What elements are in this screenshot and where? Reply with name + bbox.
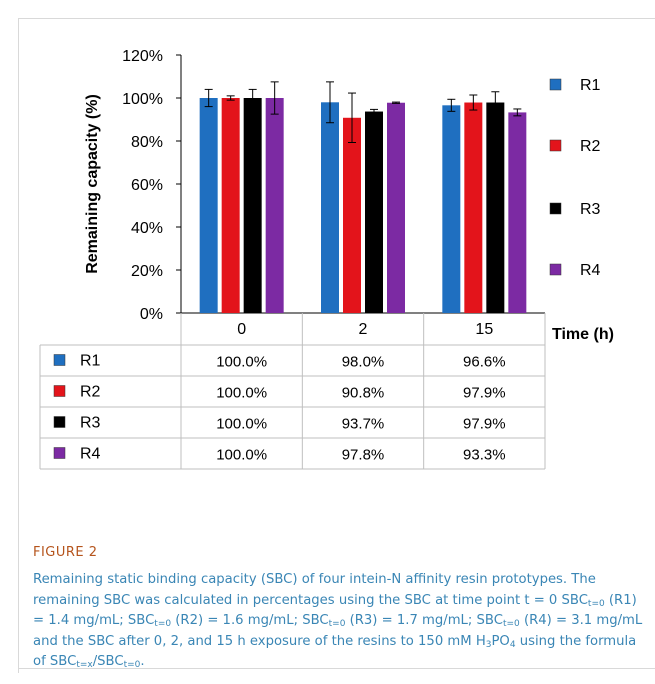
y-tick-label: 20% — [131, 263, 163, 280]
divider — [18, 668, 655, 669]
caption-text: Remaining static binding capacity (SBC) … — [33, 570, 643, 673]
x-tick-label: 15 — [475, 321, 493, 338]
table-row-label: R3 — [80, 415, 101, 432]
x-axis-label: Time (h) — [552, 326, 614, 343]
table-cell: 98.0% — [342, 354, 385, 371]
caption-segment: (R4) = 3.1 mg/mL and the SBC after 0, 2,… — [33, 613, 643, 649]
table-cell: 93.3% — [463, 447, 506, 464]
table-row-label: R4 — [80, 446, 101, 463]
bar-r1-2 — [321, 102, 339, 313]
table-cell: 97.9% — [463, 385, 506, 402]
table-cell: 97.9% — [463, 416, 506, 433]
bar-r1-0 — [199, 98, 218, 313]
y-tick-label: 60% — [131, 177, 163, 194]
chart-axes: 0% 20% 40% 60% 80% 100% 120% Remaining capacity… — [84, 48, 545, 323]
table-cell: 90.8% — [342, 385, 385, 402]
bar-r4-15 — [508, 112, 527, 313]
caption-segment: . — [140, 654, 145, 669]
bar-r4-2 — [387, 102, 405, 313]
caption-subscript: 4 — [509, 639, 516, 650]
caption-subscript: t=0 — [587, 598, 605, 609]
table-swatch-r1 — [53, 354, 66, 366]
legend-swatch-r1 — [549, 78, 562, 91]
legend-label-r4: R4 — [580, 262, 601, 279]
legend-swatch-r3 — [549, 202, 562, 215]
table-swatch-r2 — [53, 385, 66, 397]
data-table: 0 2 15 Time (h) R1 100.0% 98.0% 96.6% R2 100.0% 90… — [39, 313, 614, 470]
bar-r2-0 — [221, 98, 240, 313]
y-tick-label: 40% — [131, 220, 163, 237]
y-tick-label: 120% — [122, 48, 163, 65]
table-cell: 100.0% — [216, 416, 267, 433]
caption-subscript: t=0 — [123, 660, 141, 670]
bar-chart: 0% 20% 40% 60% 80% 100% 120% Remaining capacity… — [39, 48, 614, 470]
caption-segment: PO — [491, 633, 510, 649]
caption-subscript: t=x — [76, 660, 93, 670]
legend-swatch-r4 — [549, 263, 562, 276]
legend-label-r3: R3 — [580, 201, 601, 218]
bar-r4-0 — [265, 98, 284, 313]
table-cell: 100.0% — [216, 385, 267, 402]
x-tick-label: 2 — [359, 321, 368, 338]
y-tick-label: 80% — [131, 134, 163, 151]
figure-caption: FIGURE 2 Remaining static binding capaci… — [33, 545, 643, 673]
caption-subscript: t=0 — [154, 619, 172, 629]
table-cell: 100.0% — [216, 354, 267, 371]
legend-swatch-r2 — [549, 139, 562, 152]
y-tick-label: 100% — [122, 91, 163, 108]
table-row-label: R1 — [80, 353, 101, 370]
caption-segment: /SBC — [92, 654, 124, 669]
bar-r2-2 — [343, 117, 361, 313]
table-row-label: R2 — [80, 384, 101, 401]
legend-label-r2: R2 — [580, 138, 601, 155]
caption-segment: (R1) = 1.4 mg/mL; SBC — [33, 592, 637, 629]
table-swatch-r4 — [53, 447, 66, 459]
bar-r3-0 — [243, 98, 262, 313]
caption-segment: Remaining static binding capacity (SBC) … — [33, 572, 596, 608]
bar-r3-15 — [486, 102, 505, 313]
chart-legend: R1 R2 R3 R4 — [549, 77, 601, 279]
caption-subscript: 3 — [485, 639, 492, 650]
y-tick-label: 0% — [140, 306, 163, 323]
table-cell: 93.7% — [342, 416, 385, 433]
table-swatch-r3 — [53, 416, 66, 428]
x-tick-label: 0 — [237, 321, 246, 338]
caption-segment: (R2) = 1.6 mg/mL; SBC — [171, 613, 329, 628]
legend-label-r1: R1 — [580, 77, 601, 94]
bar-r1-15 — [442, 105, 461, 313]
caption-subscript: t=0 — [502, 619, 520, 629]
table-cell: 97.8% — [342, 447, 385, 464]
table-cell: 100.0% — [216, 447, 267, 464]
bar-r3-2 — [365, 111, 383, 313]
figure-frame — [18, 18, 655, 673]
table-cell: 96.6% — [463, 354, 506, 371]
y-axis-label: Remaining capacity (%) — [84, 94, 101, 274]
figure-label: FIGURE 2 — [33, 545, 98, 560]
bar-r2-15 — [464, 102, 483, 313]
caption-segment: (R3) = 1.7 mg/mL; SBC — [345, 613, 503, 628]
chart-bars — [199, 81, 527, 313]
caption-segment: using the formula of SBC — [33, 633, 637, 670]
caption-subscript: t=0 — [328, 619, 346, 629]
